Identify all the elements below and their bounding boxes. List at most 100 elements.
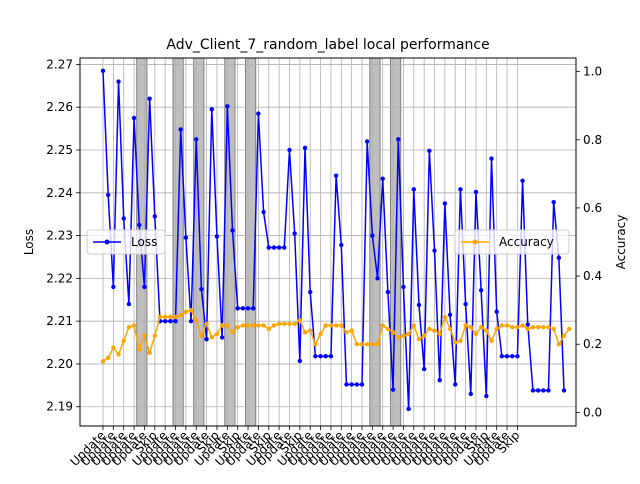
accuracy-point-60 — [406, 331, 411, 337]
accuracy-point-27 — [235, 324, 240, 330]
accuracy-point-53 — [370, 342, 375, 347]
accuracy-point-34 — [271, 323, 277, 328]
accuracy-point-17 — [183, 309, 189, 315]
loss-point-37 — [287, 147, 292, 153]
loss-point-24 — [219, 335, 225, 340]
accuracy-point-36 — [282, 321, 287, 326]
loss-point-73 — [473, 189, 479, 195]
right-tick-label-6: 1.0 — [583, 65, 602, 79]
legend-accuracy: Accuracy — [454, 229, 570, 255]
accuracy-point-58 — [396, 335, 401, 340]
accuracy-point-64 — [427, 326, 432, 332]
accuracy-point-8 — [137, 347, 142, 352]
loss-point-48 — [344, 382, 349, 387]
left-tick-label-5: 2.23 — [46, 229, 73, 243]
loss-point-57 — [390, 387, 396, 392]
accuracy-point-49 — [349, 328, 354, 333]
accuracy-point-47 — [339, 323, 344, 328]
loss-point-50 — [354, 382, 360, 387]
accuracy-point-80 — [510, 324, 515, 330]
accuracy-point-35 — [276, 321, 282, 326]
accuracy-point-4 — [116, 352, 121, 357]
accuracy-point-25 — [225, 323, 230, 328]
legend-loss: Loss — [86, 229, 166, 255]
loss-point-61 — [411, 187, 416, 192]
accuracy-point-29 — [245, 323, 251, 328]
loss-point-65 — [432, 248, 437, 253]
grid-lines — [80, 58, 576, 426]
loss-point-6 — [126, 301, 132, 307]
accuracy-point-9 — [142, 333, 147, 338]
loss-point-86 — [541, 388, 546, 393]
loss-point-67 — [442, 201, 448, 206]
accuracy-point-24 — [219, 323, 225, 328]
loss-point-79 — [504, 354, 510, 359]
loss-point-54 — [375, 276, 380, 281]
loss-point-69 — [453, 382, 458, 387]
loss-point-39 — [297, 358, 303, 364]
loss-point-56 — [385, 289, 391, 295]
loss-point-40 — [302, 145, 308, 151]
skip-band-6 — [369, 57, 381, 427]
loss-point-82 — [520, 178, 525, 184]
loss-point-22 — [209, 107, 214, 112]
legend-loss-label: Loss — [131, 235, 157, 249]
accuracy-point-40 — [302, 330, 308, 335]
loss-point-60 — [406, 406, 411, 412]
loss-point-78 — [499, 354, 505, 359]
loss-point-5 — [121, 216, 126, 221]
loss-line — [102, 70, 565, 409]
accuracy-point-61 — [411, 323, 416, 328]
left-tick-label-9: 2.27 — [46, 57, 73, 71]
loss-series — [100, 68, 567, 412]
loss-point-77 — [494, 309, 499, 314]
accuracy-point-57 — [390, 330, 396, 335]
loss-point-66 — [437, 378, 442, 383]
accuracy-point-77 — [494, 326, 499, 332]
accuracy-point-39 — [297, 318, 303, 323]
accuracy-point-86 — [541, 324, 546, 330]
loss-point-17 — [183, 235, 189, 240]
loss-point-11 — [152, 214, 157, 219]
accuracy-point-70 — [458, 338, 463, 344]
loss-point-34 — [271, 245, 277, 250]
loss-point-38 — [292, 231, 297, 236]
accuracy-point-56 — [385, 326, 391, 332]
loss-point-41 — [308, 289, 313, 295]
loss-point-16 — [178, 127, 183, 132]
loss-point-85 — [535, 388, 541, 393]
loss-point-62 — [416, 302, 422, 308]
accuracy-point-30 — [251, 323, 256, 328]
loss-point-30 — [251, 306, 256, 311]
accuracy-point-90 — [561, 333, 567, 338]
loss-point-89 — [556, 255, 562, 261]
loss-point-80 — [510, 354, 515, 359]
accuracy-point-48 — [344, 330, 349, 335]
accuracy-point-75 — [484, 328, 489, 333]
loss-point-71 — [463, 301, 468, 307]
accuracy-point-78 — [499, 323, 505, 328]
accuracy-point-22 — [209, 335, 214, 340]
loss-point-42 — [313, 354, 318, 359]
loss-point-76 — [489, 156, 494, 161]
loss-point-83 — [525, 322, 530, 327]
loss-point-43 — [318, 354, 323, 359]
loss-point-58 — [396, 137, 401, 142]
right-tick-label-1: 0.0 — [583, 405, 602, 419]
loss-point-45 — [328, 354, 334, 359]
accuracy-point-46 — [333, 323, 339, 328]
accuracy-point-72 — [468, 324, 473, 330]
loss-point-75 — [484, 393, 489, 399]
loss-point-55 — [380, 176, 385, 181]
skip-band-3 — [193, 57, 205, 427]
loss-point-10 — [147, 96, 152, 101]
accuracy-point-44 — [323, 323, 328, 328]
accuracy-point-2 — [105, 355, 111, 361]
right-tick-label-4: 0.6 — [583, 201, 602, 215]
legend-accuracy-label: Accuracy — [499, 235, 554, 249]
loss-point-28 — [240, 306, 246, 311]
accuracy-point-18 — [188, 307, 194, 313]
loss-point-20 — [199, 286, 204, 292]
loss-point-26 — [230, 228, 235, 233]
